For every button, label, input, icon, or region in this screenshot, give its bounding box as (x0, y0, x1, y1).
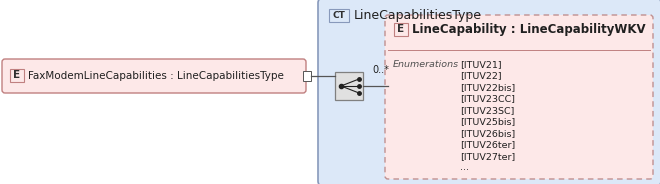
Text: Enumerations: Enumerations (393, 60, 459, 69)
Bar (335, 72, 363, 100)
Text: ...: ... (460, 164, 469, 173)
Text: [ITUV25bis]: [ITUV25bis] (460, 118, 515, 127)
FancyBboxPatch shape (2, 59, 306, 93)
Text: [ITUV22bis]: [ITUV22bis] (460, 83, 515, 92)
Bar (394, 23, 408, 36)
Text: [ITUV23SC]: [ITUV23SC] (460, 106, 514, 115)
Text: [ITUV21]: [ITUV21] (460, 60, 502, 69)
Text: [ITUV22]: [ITUV22] (460, 72, 502, 81)
Text: E: E (13, 70, 20, 81)
Text: LineCapabilitiesType: LineCapabilitiesType (354, 9, 482, 22)
Bar (329, 9, 349, 22)
Text: [ITUV27ter]: [ITUV27ter] (460, 152, 515, 161)
Text: [ITUV26ter]: [ITUV26ter] (460, 141, 515, 149)
Text: E: E (397, 24, 405, 35)
Text: LineCapability : LineCapabilityWKV: LineCapability : LineCapabilityWKV (412, 23, 645, 36)
Text: CT: CT (333, 11, 345, 20)
Text: FaxModemLineCapabilities : LineCapabilitiesType: FaxModemLineCapabilities : LineCapabilit… (28, 71, 284, 81)
Bar (303, 71, 311, 81)
FancyBboxPatch shape (385, 15, 653, 179)
Bar (10, 69, 24, 82)
Text: [ITUV23CC]: [ITUV23CC] (460, 95, 515, 103)
FancyBboxPatch shape (318, 0, 660, 184)
Text: 0..*: 0..* (372, 65, 389, 75)
Text: [ITUV26bis]: [ITUV26bis] (460, 129, 515, 138)
